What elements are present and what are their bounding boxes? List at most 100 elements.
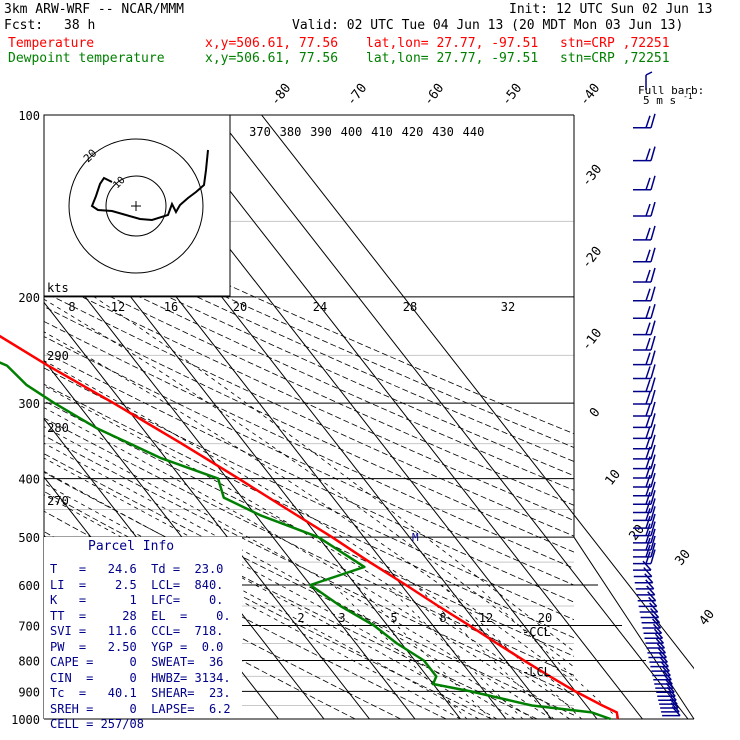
dewpoint-legend-name: Dewpoint temperature — [8, 51, 165, 66]
wind-barb — [633, 247, 656, 263]
wind-barb — [633, 201, 656, 217]
hodograph-speed-tick: 16 — [164, 300, 178, 314]
mixing-ratio-line — [385, 584, 524, 719]
theta-label: 400 — [341, 125, 363, 139]
hodograph-ring — [105, 175, 167, 237]
mixing-ratio-label: 20 — [538, 611, 552, 625]
dry-adiabat-line — [44, 367, 574, 621]
dry-adiabat-line — [44, 320, 574, 569]
lcl-label: -LCL — [522, 665, 551, 679]
hodograph-speed-tick: 20 — [233, 300, 247, 314]
parcel-info-title: Parcel Info — [88, 539, 175, 554]
chart-labels: -LCL -CCL M kts Full barb: 5 m s -1 — [47, 84, 704, 679]
wind-barb — [633, 225, 656, 241]
temperature-legend-latlon: lat,lon= 27.77, -97.51 — [366, 36, 539, 51]
plot-slant-border — [573, 536, 695, 720]
parcel-row: CELL = 257/08 — [50, 717, 144, 731]
wind-barb — [633, 549, 656, 565]
dry-adiabat-line — [44, 236, 574, 477]
wind-barb — [633, 320, 656, 336]
pressure-label: 600 — [18, 579, 40, 593]
moist-adiabat-line — [44, 426, 552, 719]
barb-legend-line1: Full barb: — [638, 84, 704, 97]
isotherm-line — [170, 115, 643, 719]
valid-time: Valid: 02 UTC Tue 04 Jun 13 (20 MDT Mon … — [292, 18, 684, 33]
dry-adiabat-line — [44, 210, 574, 448]
dry-adiabat-line — [44, 471, 538, 719]
moist-adiabat-line — [44, 360, 574, 697]
wind-barb — [633, 444, 656, 460]
pressure-label: 300 — [18, 397, 40, 411]
mixing-ratio-line — [333, 584, 468, 719]
temperature-legend-name: Temperature — [8, 36, 95, 51]
moist-adiabat-line — [44, 331, 574, 683]
forecast-hours: 38 h — [64, 18, 96, 33]
hodograph-trace — [90, 149, 209, 222]
wind-barbs — [633, 71, 681, 717]
isotherm-line — [0, 115, 6, 719]
temperature-legend-xy: x,y=506.61, 77.56 — [205, 36, 339, 51]
isotherm-label: -40 — [577, 81, 603, 109]
mixing-ratio-line — [441, 584, 582, 719]
m-marker: M — [412, 531, 419, 544]
parcel-info-bg — [44, 537, 242, 719]
dry-adiabat-label: 280 — [47, 421, 69, 435]
wind-barb — [633, 560, 652, 571]
temperature-legend-station: stn=CRP ,72251 — [560, 36, 670, 51]
hodograph-speed-tick: 28 — [403, 300, 417, 314]
wind-barb — [633, 463, 656, 479]
mixing-ratio-line — [475, 584, 619, 719]
wind-barb — [662, 706, 681, 717]
wind-barb — [633, 434, 656, 450]
wind-barb — [633, 175, 656, 191]
theta-label: 380 — [280, 125, 302, 139]
wind-barb — [636, 585, 656, 596]
pressure-label: 500 — [18, 531, 40, 545]
pressure-label: 800 — [18, 654, 40, 668]
isotherm-label: -20 — [579, 244, 605, 272]
wind-barb — [633, 567, 653, 578]
hodograph-speed-tick: 24 — [313, 300, 327, 314]
wind-barb — [633, 350, 656, 366]
dry-adiabat-line — [44, 417, 574, 676]
mixing-ratio-label: 5 — [390, 611, 397, 625]
moist-adiabat-line — [93, 296, 574, 653]
isotherm-label: -60 — [421, 81, 447, 109]
wind-barb — [633, 472, 656, 488]
pressure-label: 100 — [18, 109, 40, 123]
isotherm-label: -80 — [268, 81, 294, 109]
dry-adiabat-line — [44, 198, 574, 435]
pressure-label: 700 — [18, 619, 40, 633]
parcel-row: Tc = 40.1 SHEAR= 23. — [50, 686, 231, 700]
moist-adiabat-line — [44, 407, 570, 719]
theta-label: 410 — [371, 125, 393, 139]
parcel-row: SVI = 11.6 CCL= 718. — [50, 624, 224, 638]
wind-barb — [633, 413, 656, 429]
mixing-ratio-line — [355, 584, 492, 719]
dry-adiabat-line — [44, 263, 574, 506]
dewpoint-legend-latlon: lat,lon= 27.77, -97.51 — [366, 51, 539, 66]
parcel-row: SREH = 0 LAPSE= 6.2 — [50, 702, 231, 716]
mixing-ratio-label: 12 — [479, 611, 493, 625]
isotherm-label: -30 — [579, 162, 605, 190]
dry-adiabat-line — [44, 351, 574, 603]
isotherm-label: 0 — [587, 405, 604, 420]
parcel-info-panel: Parcel Info T = 24.6 Td = 23.0 LI = 2.5 … — [44, 537, 242, 731]
wind-barb — [633, 304, 656, 319]
isotherm-line — [261, 115, 694, 670]
wind-barb — [633, 113, 656, 129]
isotherm-line — [44, 243, 416, 719]
parcel-row: T = 24.6 Td = 23.0 — [50, 562, 224, 576]
theta-label: 420 — [402, 125, 424, 139]
moist-adiabat-line — [44, 470, 498, 719]
hodograph-ring — [68, 138, 204, 274]
theta-label: 440 — [463, 125, 485, 139]
isotherm-label: -10 — [579, 326, 605, 354]
isotherm-line — [44, 301, 370, 719]
parcel-row: K = 1 LFC= 0. — [50, 593, 224, 607]
dry-adiabat-line — [44, 531, 401, 719]
moist-adiabat-line — [44, 457, 516, 719]
dry-adiabat-line — [44, 223, 574, 462]
dry-adiabat-line — [44, 291, 574, 537]
